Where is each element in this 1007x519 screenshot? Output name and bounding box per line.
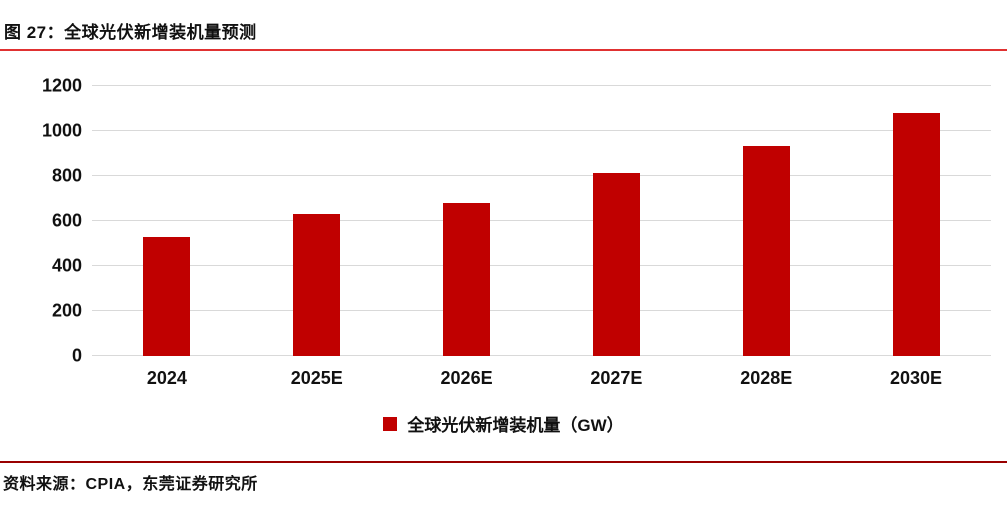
- legend-square-icon: [383, 416, 398, 431]
- x-tick-label-2026E: 2026E: [440, 368, 493, 388]
- x-tick-label-2030E: 2030E: [890, 368, 943, 388]
- y-tick-label-800: 800: [51, 165, 82, 186]
- bar-slot-2030E: [841, 86, 991, 356]
- footer-rule: [0, 461, 1007, 463]
- bar-2030E: [892, 113, 940, 356]
- gridline-800: [92, 175, 991, 176]
- bar-2025E: [293, 214, 341, 356]
- x-tick-label-2024: 2024: [146, 368, 187, 388]
- bar-2024: [143, 236, 191, 356]
- bar-2026E: [443, 203, 491, 356]
- y-tick-label-0: 0: [71, 345, 82, 366]
- gridline-0: [92, 355, 991, 356]
- y-tick-label-200: 200: [51, 300, 82, 321]
- gridline-1000: [92, 130, 991, 131]
- bar-slot-2024: [92, 86, 242, 356]
- figure-title: 图 27：全球光伏新增装机量预测: [4, 23, 257, 42]
- x-tick-label-2028E: 2028E: [740, 368, 793, 388]
- x-tick-label-2025E: 2025E: [290, 368, 343, 388]
- bar-slot-2026E: [392, 86, 542, 356]
- y-tick-label-600: 600: [51, 210, 82, 231]
- gridline-600: [92, 220, 991, 221]
- bars-container: [92, 86, 991, 356]
- legend-label: 全球光伏新增装机量（GW）: [407, 416, 624, 435]
- chart-legend: 全球光伏新增装机量（GW）: [0, 411, 1007, 436]
- gridline-400: [92, 265, 991, 266]
- gridline-1200: [92, 85, 991, 86]
- bar-slot-2025E: [242, 86, 392, 356]
- bar-2028E: [742, 145, 790, 356]
- bar-2027E: [592, 173, 640, 356]
- y-tick-label-400: 400: [51, 255, 82, 276]
- x-tick-label-2027E: 2027E: [590, 368, 643, 388]
- bar-chart-plot-area: 0 200 400 600 800 1000 1200: [42, 76, 991, 366]
- source-note: 资料来源：CPIA，东莞证券研究所: [3, 476, 258, 493]
- y-tick-label-1000: 1000: [41, 120, 82, 141]
- bar-slot-2027E: [541, 86, 691, 356]
- bar-slot-2028E: [691, 86, 841, 356]
- x-axis-labels: 2024 2025E 2026E 2027E 2028E 2030E: [92, 368, 991, 389]
- gridline-200: [92, 310, 991, 311]
- title-underline-rule: [0, 49, 1007, 51]
- y-tick-label-1200: 1200: [41, 75, 82, 96]
